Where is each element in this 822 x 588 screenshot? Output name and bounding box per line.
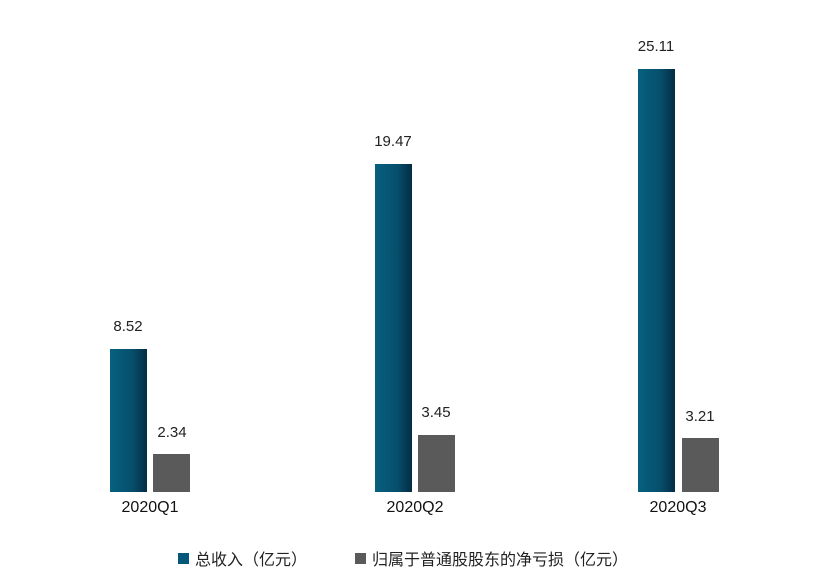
legend-label-revenue: 总收入（亿元） bbox=[195, 552, 308, 569]
legend-swatch-netloss bbox=[355, 552, 367, 564]
value-label-revenue-2020q3: 25.11 bbox=[637, 38, 675, 55]
bar-revenue-2020q3 bbox=[638, 69, 675, 492]
value-label-netloss-2020q2: 3.45 bbox=[421, 404, 451, 421]
value-label-netloss-2020q1: 2.34 bbox=[157, 424, 187, 441]
legend-item-revenue: 总收入（亿元） bbox=[178, 546, 307, 570]
bar-netloss-2020q3 bbox=[682, 438, 719, 492]
x-tick-2020q1: 2020Q1 bbox=[121, 499, 179, 516]
value-label-revenue-2020q1: 8.52 bbox=[113, 318, 143, 335]
x-tick-2020q2: 2020Q2 bbox=[386, 499, 444, 516]
bar-revenue-2020q1 bbox=[110, 349, 147, 492]
bar-netloss-2020q2 bbox=[418, 435, 455, 492]
bar-netloss-2020q1 bbox=[153, 454, 190, 492]
value-label-netloss-2020q3: 3.21 bbox=[685, 408, 715, 425]
legend-label-netloss: 归属于普通股股东的净亏损（亿元） bbox=[372, 552, 629, 569]
legend: 总收入（亿元） 归属于普通股股东的净亏损（亿元） bbox=[178, 546, 676, 570]
legend-item-netloss: 归属于普通股股东的净亏损（亿元） bbox=[355, 546, 628, 570]
bar-revenue-2020q2 bbox=[375, 164, 412, 492]
x-tick-2020q3: 2020Q3 bbox=[649, 499, 707, 516]
value-label-revenue-2020q2: 19.47 bbox=[374, 133, 412, 150]
legend-swatch-revenue bbox=[178, 552, 189, 564]
